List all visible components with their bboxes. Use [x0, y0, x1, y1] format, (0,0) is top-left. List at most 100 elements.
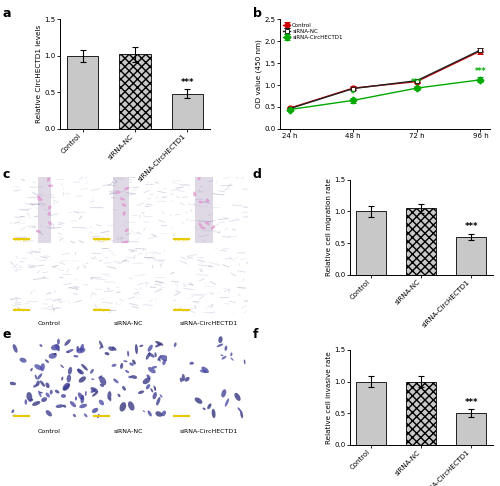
Text: 100 μm: 100 μm [14, 238, 30, 242]
Ellipse shape [142, 410, 145, 413]
Ellipse shape [118, 394, 120, 397]
Ellipse shape [40, 363, 45, 371]
Ellipse shape [138, 391, 144, 394]
Ellipse shape [54, 353, 56, 355]
Text: siRNA-NC: siRNA-NC [114, 429, 144, 434]
Ellipse shape [90, 389, 96, 393]
Ellipse shape [212, 409, 216, 418]
Ellipse shape [120, 402, 126, 412]
Ellipse shape [146, 352, 150, 360]
Ellipse shape [92, 391, 98, 397]
Ellipse shape [198, 223, 202, 227]
Ellipse shape [46, 393, 50, 398]
Ellipse shape [62, 382, 70, 391]
Ellipse shape [156, 397, 160, 405]
Ellipse shape [51, 345, 60, 350]
Bar [194, 177, 213, 243]
Ellipse shape [127, 351, 129, 357]
Text: ***: *** [411, 78, 422, 87]
Ellipse shape [174, 342, 176, 347]
Text: 100 μm: 100 μm [174, 308, 190, 312]
Ellipse shape [55, 344, 60, 351]
Ellipse shape [66, 349, 74, 353]
Ellipse shape [120, 363, 123, 369]
Ellipse shape [131, 375, 137, 379]
Ellipse shape [99, 399, 104, 405]
Ellipse shape [55, 390, 60, 394]
Ellipse shape [12, 409, 14, 413]
Ellipse shape [90, 369, 94, 374]
Legend: Control, siRNA-NC, siRNA-CircHECTD1: Control, siRNA-NC, siRNA-CircHECTD1 [283, 22, 344, 40]
Text: 100 μm: 100 μm [14, 308, 30, 312]
Text: 100 μm: 100 μm [94, 308, 110, 312]
Text: ***: *** [474, 67, 486, 76]
Ellipse shape [225, 399, 229, 407]
Ellipse shape [194, 398, 202, 404]
Ellipse shape [110, 398, 112, 401]
Bar [406, 208, 436, 275]
Ellipse shape [73, 414, 76, 417]
Ellipse shape [48, 205, 51, 210]
Bar [406, 382, 436, 445]
Bar [67, 56, 98, 129]
Ellipse shape [220, 354, 224, 356]
Text: siRNA-CircHECTD1: siRNA-CircHECTD1 [180, 321, 238, 326]
Ellipse shape [162, 360, 166, 365]
Ellipse shape [63, 384, 70, 390]
Ellipse shape [202, 408, 205, 410]
Ellipse shape [91, 379, 94, 380]
Bar [38, 177, 50, 243]
Ellipse shape [222, 356, 226, 360]
Ellipse shape [135, 344, 138, 354]
Text: ***: *** [464, 398, 478, 407]
Ellipse shape [81, 364, 88, 371]
Ellipse shape [112, 364, 116, 367]
Ellipse shape [99, 341, 103, 348]
Ellipse shape [238, 407, 241, 412]
Ellipse shape [29, 399, 34, 402]
Y-axis label: Relative cell migration rate: Relative cell migration rate [326, 178, 332, 276]
Text: f: f [252, 328, 258, 341]
Ellipse shape [57, 339, 60, 345]
Ellipse shape [108, 391, 112, 400]
Ellipse shape [9, 382, 16, 385]
Ellipse shape [78, 368, 82, 374]
Ellipse shape [66, 351, 70, 353]
Ellipse shape [216, 344, 223, 347]
Text: e: e [2, 328, 11, 341]
Ellipse shape [116, 191, 120, 193]
Text: *: * [351, 90, 355, 99]
Text: Control: Control [38, 429, 60, 434]
Ellipse shape [154, 385, 156, 391]
Ellipse shape [113, 379, 118, 383]
Ellipse shape [47, 177, 50, 182]
Ellipse shape [146, 384, 150, 389]
Text: c: c [2, 168, 10, 181]
Ellipse shape [198, 176, 200, 180]
Ellipse shape [207, 403, 212, 409]
Ellipse shape [12, 344, 18, 353]
Ellipse shape [112, 347, 116, 351]
Ellipse shape [200, 370, 207, 373]
Ellipse shape [154, 386, 156, 391]
Ellipse shape [128, 401, 134, 411]
Ellipse shape [154, 352, 156, 357]
Text: siRNA-NC: siRNA-NC [114, 321, 144, 326]
Ellipse shape [34, 364, 42, 370]
Ellipse shape [36, 381, 40, 386]
Ellipse shape [76, 347, 86, 353]
Ellipse shape [74, 355, 78, 357]
Ellipse shape [124, 187, 130, 190]
Ellipse shape [125, 370, 129, 373]
Ellipse shape [37, 195, 41, 199]
Ellipse shape [155, 341, 164, 346]
Ellipse shape [190, 362, 194, 365]
Ellipse shape [122, 386, 126, 391]
Ellipse shape [12, 415, 17, 417]
Ellipse shape [32, 401, 40, 406]
Ellipse shape [180, 378, 182, 382]
Ellipse shape [156, 411, 162, 417]
Ellipse shape [206, 198, 210, 203]
Ellipse shape [148, 367, 156, 373]
Bar [456, 237, 486, 275]
